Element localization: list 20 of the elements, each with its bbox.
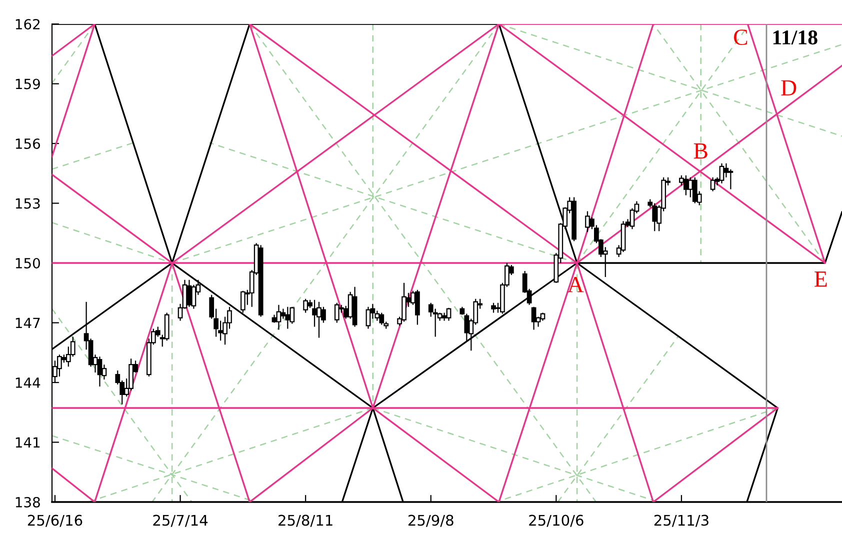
annotation: D [781,80,796,96]
y-tick-label: 138 [16,496,40,508]
x-tick-label: 25/7/14 [153,514,208,527]
y-tick-label: 153 [16,198,40,209]
x-tick-label: 25/11/3 [654,514,708,527]
y-tick-label: 144 [16,378,40,388]
y-tick-label: 156 [16,138,40,149]
y-tick-label: 162 [16,18,40,30]
x-tick-label: 25/6/16 [28,514,82,527]
x-tick-label: 25/10/6 [529,514,584,527]
x-tick-label: 25/8/11 [278,514,332,527]
annotation: B [694,143,708,159]
y-tick-label: 147 [16,318,40,328]
annotation: C [734,30,748,46]
annotation: E [814,272,827,287]
annotation: 11/18 [773,30,818,44]
y-tick-label: 141 [16,437,40,448]
x-tick-label: 25/9/8 [408,514,454,527]
y-tick-label: 150 [16,258,40,268]
y-tick-label: 159 [16,78,40,90]
